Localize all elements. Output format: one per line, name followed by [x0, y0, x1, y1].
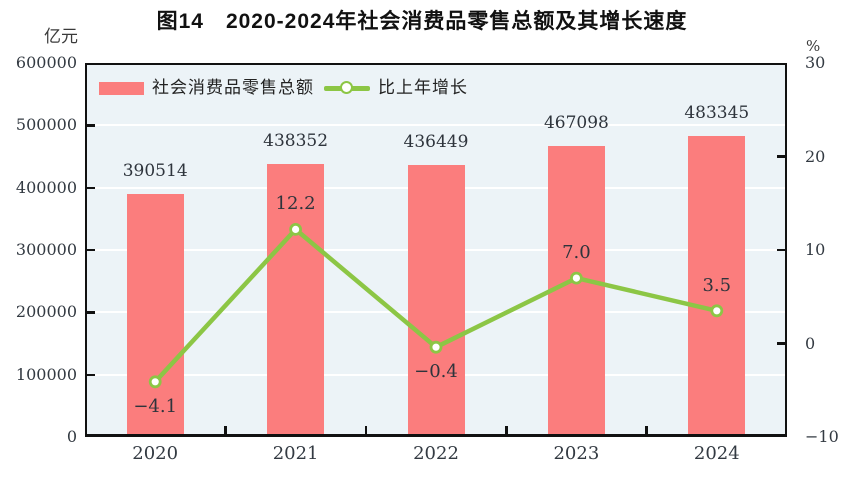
- bar-2022: [407, 164, 465, 434]
- legend-label-line-series: 比上年增长: [378, 78, 468, 98]
- left-axis-tick: [87, 248, 95, 252]
- bar-value-label: 467098: [543, 112, 609, 133]
- left-axis-tick-label: 600000: [15, 53, 77, 72]
- line-value-label: 7.0: [562, 242, 591, 264]
- x-axis-label: 2020: [132, 443, 179, 464]
- x-axis-label: 2021: [272, 443, 319, 464]
- line-value-label: −0.4: [414, 361, 458, 383]
- bar-value-label: 436449: [403, 131, 469, 152]
- bar-series-swatch-icon: [99, 81, 144, 95]
- left-axis-tick: [87, 373, 95, 376]
- right-axis-tick: [777, 155, 785, 158]
- legend: 社会消费品零售总额 比上年增长: [99, 79, 468, 97]
- right-axis-tick-label: 30: [805, 53, 826, 72]
- right-axis-tick-label: 20: [805, 146, 826, 166]
- bar-value-label: 438352: [263, 130, 329, 151]
- left-axis-tick-label: 300000: [15, 240, 77, 259]
- gridline: [87, 124, 785, 127]
- right-axis-tick: [777, 342, 785, 345]
- left-axis-unit: 亿元: [44, 27, 78, 47]
- line-series-marker-icon: [324, 81, 370, 96]
- bar-value-label: 390514: [122, 160, 188, 181]
- left-axis-tick: [87, 124, 95, 127]
- left-axis-tick-label: 500000: [15, 115, 77, 135]
- line-marker-dot: [340, 81, 353, 94]
- legend-label-bar-series: 社会消费品零售总额: [152, 78, 314, 98]
- x-axis-label: 2023: [553, 443, 600, 464]
- line-value-label: 3.5: [702, 274, 732, 296]
- bar-value-label: 483345: [684, 102, 750, 123]
- right-axis-tick-label: 10: [805, 240, 826, 259]
- bar-2023: [547, 145, 605, 434]
- right-axis-tick: [777, 248, 785, 252]
- x-axis-label: 2024: [693, 443, 740, 464]
- left-axis-tick-label: 100000: [15, 364, 77, 384]
- x-axis-tick: [364, 426, 368, 434]
- x-axis-tick: [224, 426, 227, 434]
- left-axis-tick-label: 0: [66, 427, 77, 446]
- x-axis-tick: [645, 426, 648, 434]
- left-axis-tick-label: 200000: [15, 302, 77, 322]
- x-axis-label: 2022: [413, 443, 459, 464]
- left-axis-tick-label: 400000: [15, 177, 77, 197]
- right-axis-tick-label: −10: [805, 427, 839, 446]
- left-axis-tick: [87, 311, 95, 314]
- chart-title: 图14 2020-2024年社会消费品零售总额及其增长速度: [156, 10, 688, 33]
- right-axis-tick-label: 0: [805, 333, 816, 353]
- left-axis-tick: [87, 186, 95, 189]
- right-axis-unit: %: [806, 37, 821, 55]
- line-value-label: 12.2: [275, 193, 316, 215]
- line-value-label: −4.1: [133, 395, 178, 417]
- x-axis-tick: [505, 426, 508, 434]
